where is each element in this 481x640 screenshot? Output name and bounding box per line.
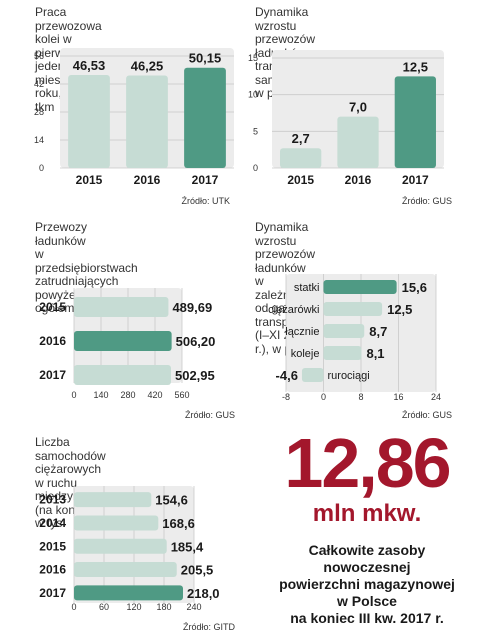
x-tick-label: 0 — [71, 602, 76, 612]
x-tick-label: 140 — [93, 390, 108, 400]
bar-2013 — [74, 492, 152, 508]
x-tick-label: 2015 — [287, 173, 314, 187]
bar-2014 — [74, 515, 159, 531]
x-tick-label: 120 — [126, 602, 141, 612]
highlight-description: Całkowite zasoby nowoczesnej powierzchni… — [279, 542, 455, 626]
x-tick-label: 60 — [99, 602, 109, 612]
bar-koleje — [323, 346, 362, 360]
data-label: 185,4 — [171, 539, 204, 554]
highlight-unit: mln mkw. — [312, 500, 422, 527]
data-label: 205,5 — [181, 563, 214, 578]
y-tick-label: 14 — [34, 135, 44, 145]
chart-c4-plot: -8 0 8 16 24 statki 15,6 ciężarówki 12,5 łącznie 8… — [268, 274, 441, 402]
bar-ciężarówki — [323, 302, 383, 316]
bar-rurociągi — [301, 368, 324, 382]
data-label: 502,95 — [175, 368, 215, 383]
x-tick-label: 560 — [174, 390, 189, 400]
category-label: ciężarówki — [268, 304, 319, 316]
y-tick-label: 10 — [248, 90, 258, 100]
data-label: 46,25 — [131, 59, 164, 74]
data-label: 12,5 — [403, 59, 428, 74]
data-label: 7,0 — [349, 100, 367, 115]
bar-2017 — [394, 76, 436, 168]
data-label: 2,7 — [292, 131, 310, 146]
x-tick-label: 2016 — [134, 173, 161, 187]
x-tick-label: 16 — [393, 392, 403, 402]
chart-source: Źródło: GUS — [184, 410, 235, 420]
bar-2017 — [74, 585, 183, 601]
data-label: 50,15 — [189, 51, 222, 66]
data-label: 15,6 — [402, 280, 427, 295]
data-label: 489,69 — [172, 300, 212, 315]
bar-2017 — [184, 67, 226, 168]
bar-2016 — [74, 331, 172, 351]
category-label: 2013 — [39, 493, 66, 507]
category-label: 2015 — [39, 300, 66, 314]
bar-2017 — [74, 365, 171, 385]
data-label: 46,53 — [73, 58, 106, 73]
chart-source: Źródło: UTK — [181, 196, 230, 206]
x-tick-label: 0 — [71, 390, 76, 400]
y-tick-label: 42 — [34, 79, 44, 89]
category-label: 2015 — [39, 539, 66, 553]
bar-2016 — [337, 116, 379, 168]
chart-c5-plot: 0 60 120 180 240 2013 154,6 2014 168,6 2015 185,4 2… — [39, 486, 220, 612]
data-label: 154,6 — [155, 493, 188, 508]
bar-2015 — [74, 297, 169, 317]
bar-statki — [323, 280, 397, 294]
x-tick-label: 280 — [120, 390, 135, 400]
highlight-value: 12,86 — [284, 424, 451, 502]
x-tick-label: 180 — [156, 602, 171, 612]
bar-2015 — [74, 538, 167, 554]
data-label: 506,20 — [176, 334, 216, 349]
category-label: statki — [294, 282, 320, 294]
bar-2015 — [280, 148, 322, 168]
category-label: 2017 — [39, 368, 66, 382]
chart-source: Źródło: GITD — [182, 622, 235, 632]
x-tick-label: 24 — [431, 392, 441, 402]
category-label: 2017 — [39, 586, 66, 600]
x-tick-label: 2017 — [192, 173, 219, 187]
data-label: -4,6 — [276, 368, 298, 383]
category-label: 2014 — [39, 516, 66, 530]
bar-2016 — [126, 75, 168, 168]
x-tick-label: 8 — [358, 392, 363, 402]
y-tick-label: 0 — [39, 163, 44, 173]
chart-source: Źródło: GUS — [401, 196, 452, 206]
y-tick-label: 15 — [248, 53, 258, 63]
y-tick-label: 0 — [253, 163, 258, 173]
x-tick-label: 2017 — [402, 173, 429, 187]
category-label: 2016 — [39, 334, 66, 348]
category-label: koleje — [291, 348, 320, 360]
y-tick-label: 56 — [34, 51, 44, 61]
chart-c3-plot: 0 140 280 420 560 2015 489,69 2016 506,20 2017 502… — [39, 288, 215, 400]
data-label: 218,0 — [187, 586, 220, 601]
x-tick-label: 420 — [147, 390, 162, 400]
x-tick-label: 0 — [321, 392, 326, 402]
bar-2015 — [68, 74, 110, 168]
x-tick-label: 2015 — [76, 173, 103, 187]
y-tick-label: 28 — [34, 107, 44, 117]
data-label: 8,7 — [369, 324, 387, 339]
y-tick-label: 5 — [253, 126, 258, 136]
x-tick-label: 2016 — [345, 173, 372, 187]
chart-c1-plot: 0 14 28 42 56 46,53 2015 46,25 2016 50,15 2017 — [34, 48, 234, 187]
category-label: rurociągi — [328, 370, 370, 382]
chart-source: Źródło: GUS — [401, 410, 452, 420]
bar-2016 — [74, 562, 177, 578]
category-label: 2016 — [39, 563, 66, 577]
data-label: 12,5 — [387, 302, 412, 317]
category-label: łącznie — [285, 326, 319, 338]
x-tick-label: -8 — [282, 392, 290, 402]
x-tick-label: 240 — [186, 602, 201, 612]
chart-c2-plot: 0 5 10 15 2,7 2015 7,0 2016 12,5 2017 — [248, 50, 444, 187]
data-label: 8,1 — [366, 346, 384, 361]
data-label: 168,6 — [162, 516, 195, 531]
bar-łącznie — [323, 324, 365, 338]
